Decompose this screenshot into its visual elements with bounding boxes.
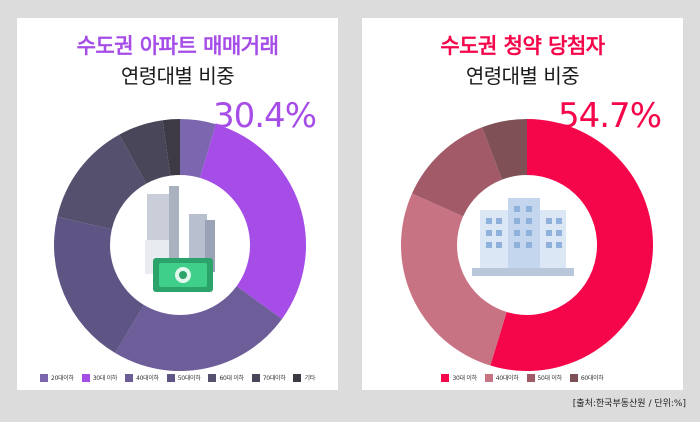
donut-chart-left bbox=[54, 119, 306, 371]
chart-title: 수도권 청약 당첨자 bbox=[440, 34, 605, 58]
donut-slice-6 bbox=[119, 120, 171, 184]
highlight-value: 30.4% bbox=[212, 96, 317, 136]
chart-legend: 30대 이하 40대이하 50대 이하 60대이하 bbox=[362, 373, 683, 382]
legend-label: 60대이하 bbox=[580, 375, 604, 382]
legend-item: 40대이하 bbox=[125, 373, 159, 382]
donut-slice-3 bbox=[412, 127, 503, 217]
legend-item: 70대이하 bbox=[251, 373, 286, 382]
chart-legend: 20대이하 30대 이하 40대이하 50대이하 60대 이하 70대이하 기타 bbox=[17, 373, 338, 382]
donut-chart-right bbox=[401, 119, 653, 371]
highlight-value: 54.7% bbox=[557, 96, 662, 136]
legend-item: 30대 이하 bbox=[441, 373, 477, 382]
legend-swatch bbox=[484, 373, 493, 382]
legend-swatch bbox=[526, 373, 535, 382]
legend-item: 기타 bbox=[293, 373, 315, 382]
chart-subtitle: 연령대별 비중 bbox=[465, 64, 580, 88]
legend-swatch bbox=[125, 373, 134, 382]
apartment-icon bbox=[472, 198, 574, 276]
legend-swatch bbox=[293, 373, 302, 382]
legend-item: 50대 이하 bbox=[526, 373, 563, 382]
legend-item: 60대 이하 bbox=[208, 373, 244, 382]
legend-swatch bbox=[251, 373, 260, 382]
donut-slice-4 bbox=[54, 216, 144, 354]
building-money-icon bbox=[145, 186, 215, 292]
legend-swatch bbox=[81, 373, 90, 382]
legend-label: 70대이하 bbox=[262, 375, 286, 382]
legend-label: 50대이하 bbox=[177, 375, 201, 382]
source-note: [출처:한국부동산원 / 단위:%] bbox=[572, 399, 686, 409]
donut-slice-5 bbox=[57, 134, 147, 230]
legend-swatch bbox=[40, 373, 49, 382]
chart-title: 수도권 아파트 매매거래 bbox=[76, 34, 279, 58]
chart-subtitle: 연령대별 비중 bbox=[120, 64, 235, 88]
chart-card-subscription-winners: 수도권 청약 당첨자 연령대별 비중 54.7% 30대 이하 40대이하 50대 … bbox=[362, 18, 683, 390]
legend-label: 40대이하 bbox=[495, 375, 519, 382]
legend-swatch bbox=[166, 373, 175, 382]
legend-swatch bbox=[569, 373, 578, 382]
donut-slice-2 bbox=[199, 124, 306, 320]
donut-slice-4 bbox=[482, 119, 527, 180]
donut-slice-1 bbox=[490, 119, 653, 371]
donut-slice-7 bbox=[162, 119, 180, 176]
legend-label: 기타 bbox=[304, 375, 315, 382]
chart-card-apartment-trades: 수도권 아파트 매매거래 연령대별 비중 30.4% 20대이하 30대 이하 40… bbox=[17, 18, 338, 390]
legend-label: 30대 이하 bbox=[452, 375, 477, 382]
legend-item: 50대이하 bbox=[166, 373, 201, 382]
legend-item: 60대이하 bbox=[569, 373, 604, 382]
legend-label: 20대이하 bbox=[51, 375, 74, 382]
legend-label: 60대 이하 bbox=[219, 375, 244, 382]
legend-swatch bbox=[208, 373, 217, 382]
legend-swatch bbox=[441, 373, 450, 382]
donut-slice-1 bbox=[180, 119, 216, 178]
legend-item: 20대이하 bbox=[40, 373, 74, 382]
legend-item: 40대이하 bbox=[484, 373, 519, 382]
donut-slice-3 bbox=[115, 286, 282, 371]
donut-slice-2 bbox=[401, 193, 507, 366]
legend-item: 30대 이하 bbox=[81, 373, 118, 382]
legend-label: 40대이하 bbox=[136, 375, 159, 382]
legend-label: 50대 이하 bbox=[537, 375, 563, 382]
legend-label: 30대 이하 bbox=[92, 375, 118, 382]
